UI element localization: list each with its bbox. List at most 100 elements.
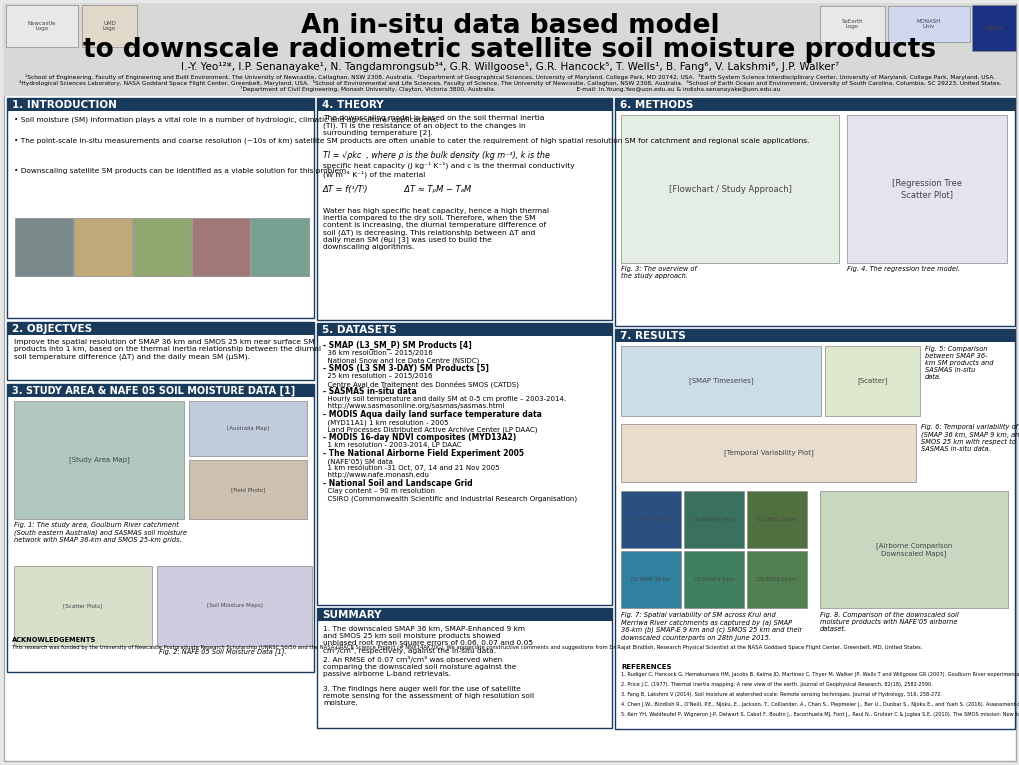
Bar (621, 551, 681, 608)
Text: 4. Chen J.W., Bindlish R., O'Neill, P.E., Njoku, E., Jackson, T., Colliander, A.: 4. Chen J.W., Bindlish R., O'Neill, P.E.… (621, 702, 1019, 707)
Text: ¹School of Engineering, Faculty of Engineering and Built Environment, The Univer: ¹School of Engineering, Faculty of Engin… (24, 74, 995, 80)
Bar (4, 4, 1015, 96)
Bar (846, 115, 1006, 263)
Text: This research was funded by the University of Newcastle Postgraduate Research Sc: This research was funded by the Universi… (12, 645, 921, 650)
Text: MONASH
Univ: MONASH Univ (916, 18, 941, 29)
Bar (621, 346, 820, 416)
Text: DS SMAP-E 9-km: DS SMAP-E 9-km (693, 577, 734, 582)
Text: Fig. 3: The overview of
the study approach.: Fig. 3: The overview of the study approa… (621, 266, 696, 279)
Text: 6. METHODS: 6. METHODS (620, 99, 693, 109)
Bar (317, 608, 611, 621)
Bar (621, 491, 681, 548)
Text: [Soil Moisture Maps]: [Soil Moisture Maps] (207, 604, 262, 608)
Text: • Soil moisture (SM) information plays a vital role in a number of hydrologic, c: • Soil moisture (SM) information plays a… (14, 116, 438, 122)
Text: 36 km resolution – 2015/2016: 36 km resolution – 2015/2016 (323, 350, 432, 356)
Text: - National Soil and Landscape Grid: - National Soil and Landscape Grid (323, 479, 472, 488)
Bar (132, 218, 191, 276)
Bar (317, 323, 611, 336)
Text: 5. DATASETS: 5. DATASETS (322, 324, 396, 334)
Text: [Australia Map]: [Australia Map] (226, 426, 269, 431)
Bar (614, 98, 1014, 326)
Text: Land Processes Distributed Active Archive Center (LP DAAC): Land Processes Distributed Active Archiv… (323, 426, 537, 432)
Text: I.-Y. Yeo¹²*, I.P. Senanayake¹, N. Tangdamrongsub³⁴, G.R. Willgoose¹, G.R. Hanco: I.-Y. Yeo¹²*, I.P. Senanayake¹, N. Tangd… (180, 62, 839, 72)
Text: Fig. 7: Spatial variability of SM across Krui and
Merriwa River catchments as ca: Fig. 7: Spatial variability of SM across… (621, 612, 802, 640)
Text: • The point-scale in-situ measurements and coarse resolution (~10s of km) satell: • The point-scale in-situ measurements a… (14, 137, 809, 144)
Bar (614, 329, 1014, 729)
Text: [Scatter Plots]: [Scatter Plots] (63, 604, 103, 608)
Bar (819, 6, 884, 42)
Text: Hourly soil temperature and daily SM at 0-5 cm profile – 2003-2014.: Hourly soil temperature and daily SM at … (323, 396, 566, 402)
Text: (c) SMOS 25-km: (c) SMOS 25-km (756, 517, 796, 522)
Text: (NAFE’05) SM data: (NAFE’05) SM data (323, 458, 392, 464)
Bar (15, 218, 73, 276)
Text: (b) SMAP-E 9-km: (b) SMAP-E 9-km (693, 517, 734, 522)
Text: • Downscaling satellite SM products can be identified as a viable solution for t: • Downscaling satellite SM products can … (14, 168, 348, 174)
Bar (684, 491, 743, 548)
Text: Fig. 4. The regression tree model.: Fig. 4. The regression tree model. (846, 266, 959, 272)
Bar (251, 218, 309, 276)
Text: specific heat capacity (J kg⁻¹ K⁻¹) and c is the thermal conductivity: specific heat capacity (J kg⁻¹ K⁻¹) and … (323, 161, 574, 168)
Text: 4. THEORY: 4. THEORY (322, 99, 383, 109)
Bar (74, 218, 131, 276)
Text: [SMAP Timeseries]: [SMAP Timeseries] (688, 378, 753, 384)
Bar (7, 322, 314, 335)
Text: 3. The findings here auger well for the use of satellite
remote sensing for the : 3. The findings here auger well for the … (323, 686, 534, 706)
Text: SoEarth
Logo: SoEarth Logo (841, 18, 862, 29)
Bar (14, 566, 152, 646)
Text: [Airborne Comparison
Downscaled Maps]: [Airborne Comparison Downscaled Maps] (875, 542, 952, 557)
Text: 2. Price J.C. (1977). Thermal inertia mapping: A new view of the earth. Journal : 2. Price J.C. (1977). Thermal inertia ma… (621, 682, 932, 687)
Bar (82, 5, 137, 47)
Text: Fig. 2: NAFE 05 Soil Moisture Data [1].: Fig. 2: NAFE 05 Soil Moisture Data [1]. (159, 648, 286, 655)
Text: Water has high specific heat capacity, hence a high thermal
inertia compared to : Water has high specific heat capacity, h… (323, 208, 548, 250)
Text: National Snow and Ice Data Centre (NSIDC): National Snow and Ice Data Centre (NSIDC… (323, 357, 479, 363)
Text: 7. RESULTS: 7. RESULTS (620, 330, 685, 340)
Bar (317, 98, 611, 320)
Bar (746, 491, 806, 548)
Text: Centre Aval de Traitement des Données SMOS (CATDS): Centre Aval de Traitement des Données SM… (323, 380, 519, 388)
Bar (621, 115, 839, 263)
Text: 25 km resolution – 2015/2016: 25 km resolution – 2015/2016 (323, 373, 432, 379)
Text: SUMMARY: SUMMARY (322, 610, 381, 620)
Text: [Study Area Map]: [Study Area Map] (68, 457, 129, 464)
Text: - The National Airborne Field Experiment 2005: - The National Airborne Field Experiment… (323, 449, 524, 458)
Text: [Temporal Variability Plot]: [Temporal Variability Plot] (722, 450, 812, 457)
Bar (888, 6, 969, 42)
Text: ΔT = f(¹/Tᴵ)              ΔT ≈ TₚM − TₐM: ΔT = f(¹/Tᴵ) ΔT ≈ TₚM − TₐM (323, 185, 472, 194)
Text: 1 km resolution - 2003-2014, LP DAAC: 1 km resolution - 2003-2014, LP DAAC (323, 442, 462, 448)
Bar (6, 5, 77, 47)
Text: Improve the spatial resolution of SMAP 36 km and SMOS 25 km near surface SM
prod: Improve the spatial resolution of SMAP 3… (14, 339, 321, 360)
Bar (7, 98, 314, 318)
Bar (614, 98, 1014, 111)
Bar (317, 323, 611, 605)
Text: Fig. 8. Comparison of the downscaled soil
moisture products with NAFE’05 airborn: Fig. 8. Comparison of the downscaled soi… (819, 612, 958, 632)
Text: [Scatter]: [Scatter] (856, 378, 887, 384)
Text: - MODIS 16-day NDVI composites (MYD13A2): - MODIS 16-day NDVI composites (MYD13A2) (323, 433, 516, 442)
Bar (7, 322, 314, 380)
Bar (824, 346, 919, 416)
Bar (621, 424, 915, 482)
Bar (971, 5, 1015, 51)
Bar (684, 551, 743, 608)
Bar (317, 608, 611, 728)
Text: 1. The downscaled SMAP 36 km, SMAP-Enhanced 9 km
and SMOS 25 km soil moisture pr: 1. The downscaled SMAP 36 km, SMAP-Enhan… (323, 626, 533, 654)
Text: (a) SMAP 36-km: (a) SMAP 36-km (631, 517, 669, 522)
Text: 1. Rudiger C, Hancock G, Hemakumara HM, Jacobs B, Kalma JD, Martinez C, Thyer M,: 1. Rudiger C, Hancock G, Hemakumara HM, … (621, 672, 1019, 677)
Text: to downscale radiometric satellite soil moisture products: to downscale radiometric satellite soil … (84, 37, 935, 63)
Text: 3. STUDY AREA & NAFE 05 SOIL MOISTURE DATA [1]: 3. STUDY AREA & NAFE 05 SOIL MOISTURE DA… (12, 386, 294, 396)
Text: Fig. 5: Comparison
between SMAP 36-
km SM products and
SASMAS in-situ
data.: Fig. 5: Comparison between SMAP 36- km S… (924, 346, 993, 380)
Text: - SASMAS in-situ data: - SASMAS in-situ data (323, 387, 417, 396)
Text: TI = √ρkc  , where ρ is the bulk density (kg m⁻³), k is the: TI = √ρkc , where ρ is the bulk density … (323, 151, 549, 160)
Text: (MYD11A1) 1 km resolution - 2005: (MYD11A1) 1 km resolution - 2005 (323, 419, 448, 425)
Text: [Regression Tree
Scatter Plot]: [Regression Tree Scatter Plot] (892, 179, 961, 199)
Text: The downscaling model is based on the soil thermal inertia
(TI). TI is the resis: The downscaling model is based on the so… (323, 115, 544, 136)
Text: NASA: NASA (983, 25, 1003, 31)
Bar (7, 384, 314, 672)
Text: 5. Kerr YH, Waldteufel P, Wigneron J-P, Delwart S, Cabot F, Boutin J., Escorihue: 5. Kerr YH, Waldteufel P, Wigneron J-P, … (621, 712, 1019, 717)
Text: (W m⁻¹ K⁻¹) of the material: (W m⁻¹ K⁻¹) of the material (323, 170, 425, 177)
Text: - SMAP (L3_SM_P) SM Products [4]: - SMAP (L3_SM_P) SM Products [4] (323, 341, 471, 350)
Bar (819, 491, 1007, 608)
Bar (317, 98, 611, 111)
Text: [Field Photo]: [Field Photo] (230, 487, 265, 492)
Bar (189, 460, 307, 519)
Text: http://www.nafe.monash.edu: http://www.nafe.monash.edu (323, 472, 428, 478)
